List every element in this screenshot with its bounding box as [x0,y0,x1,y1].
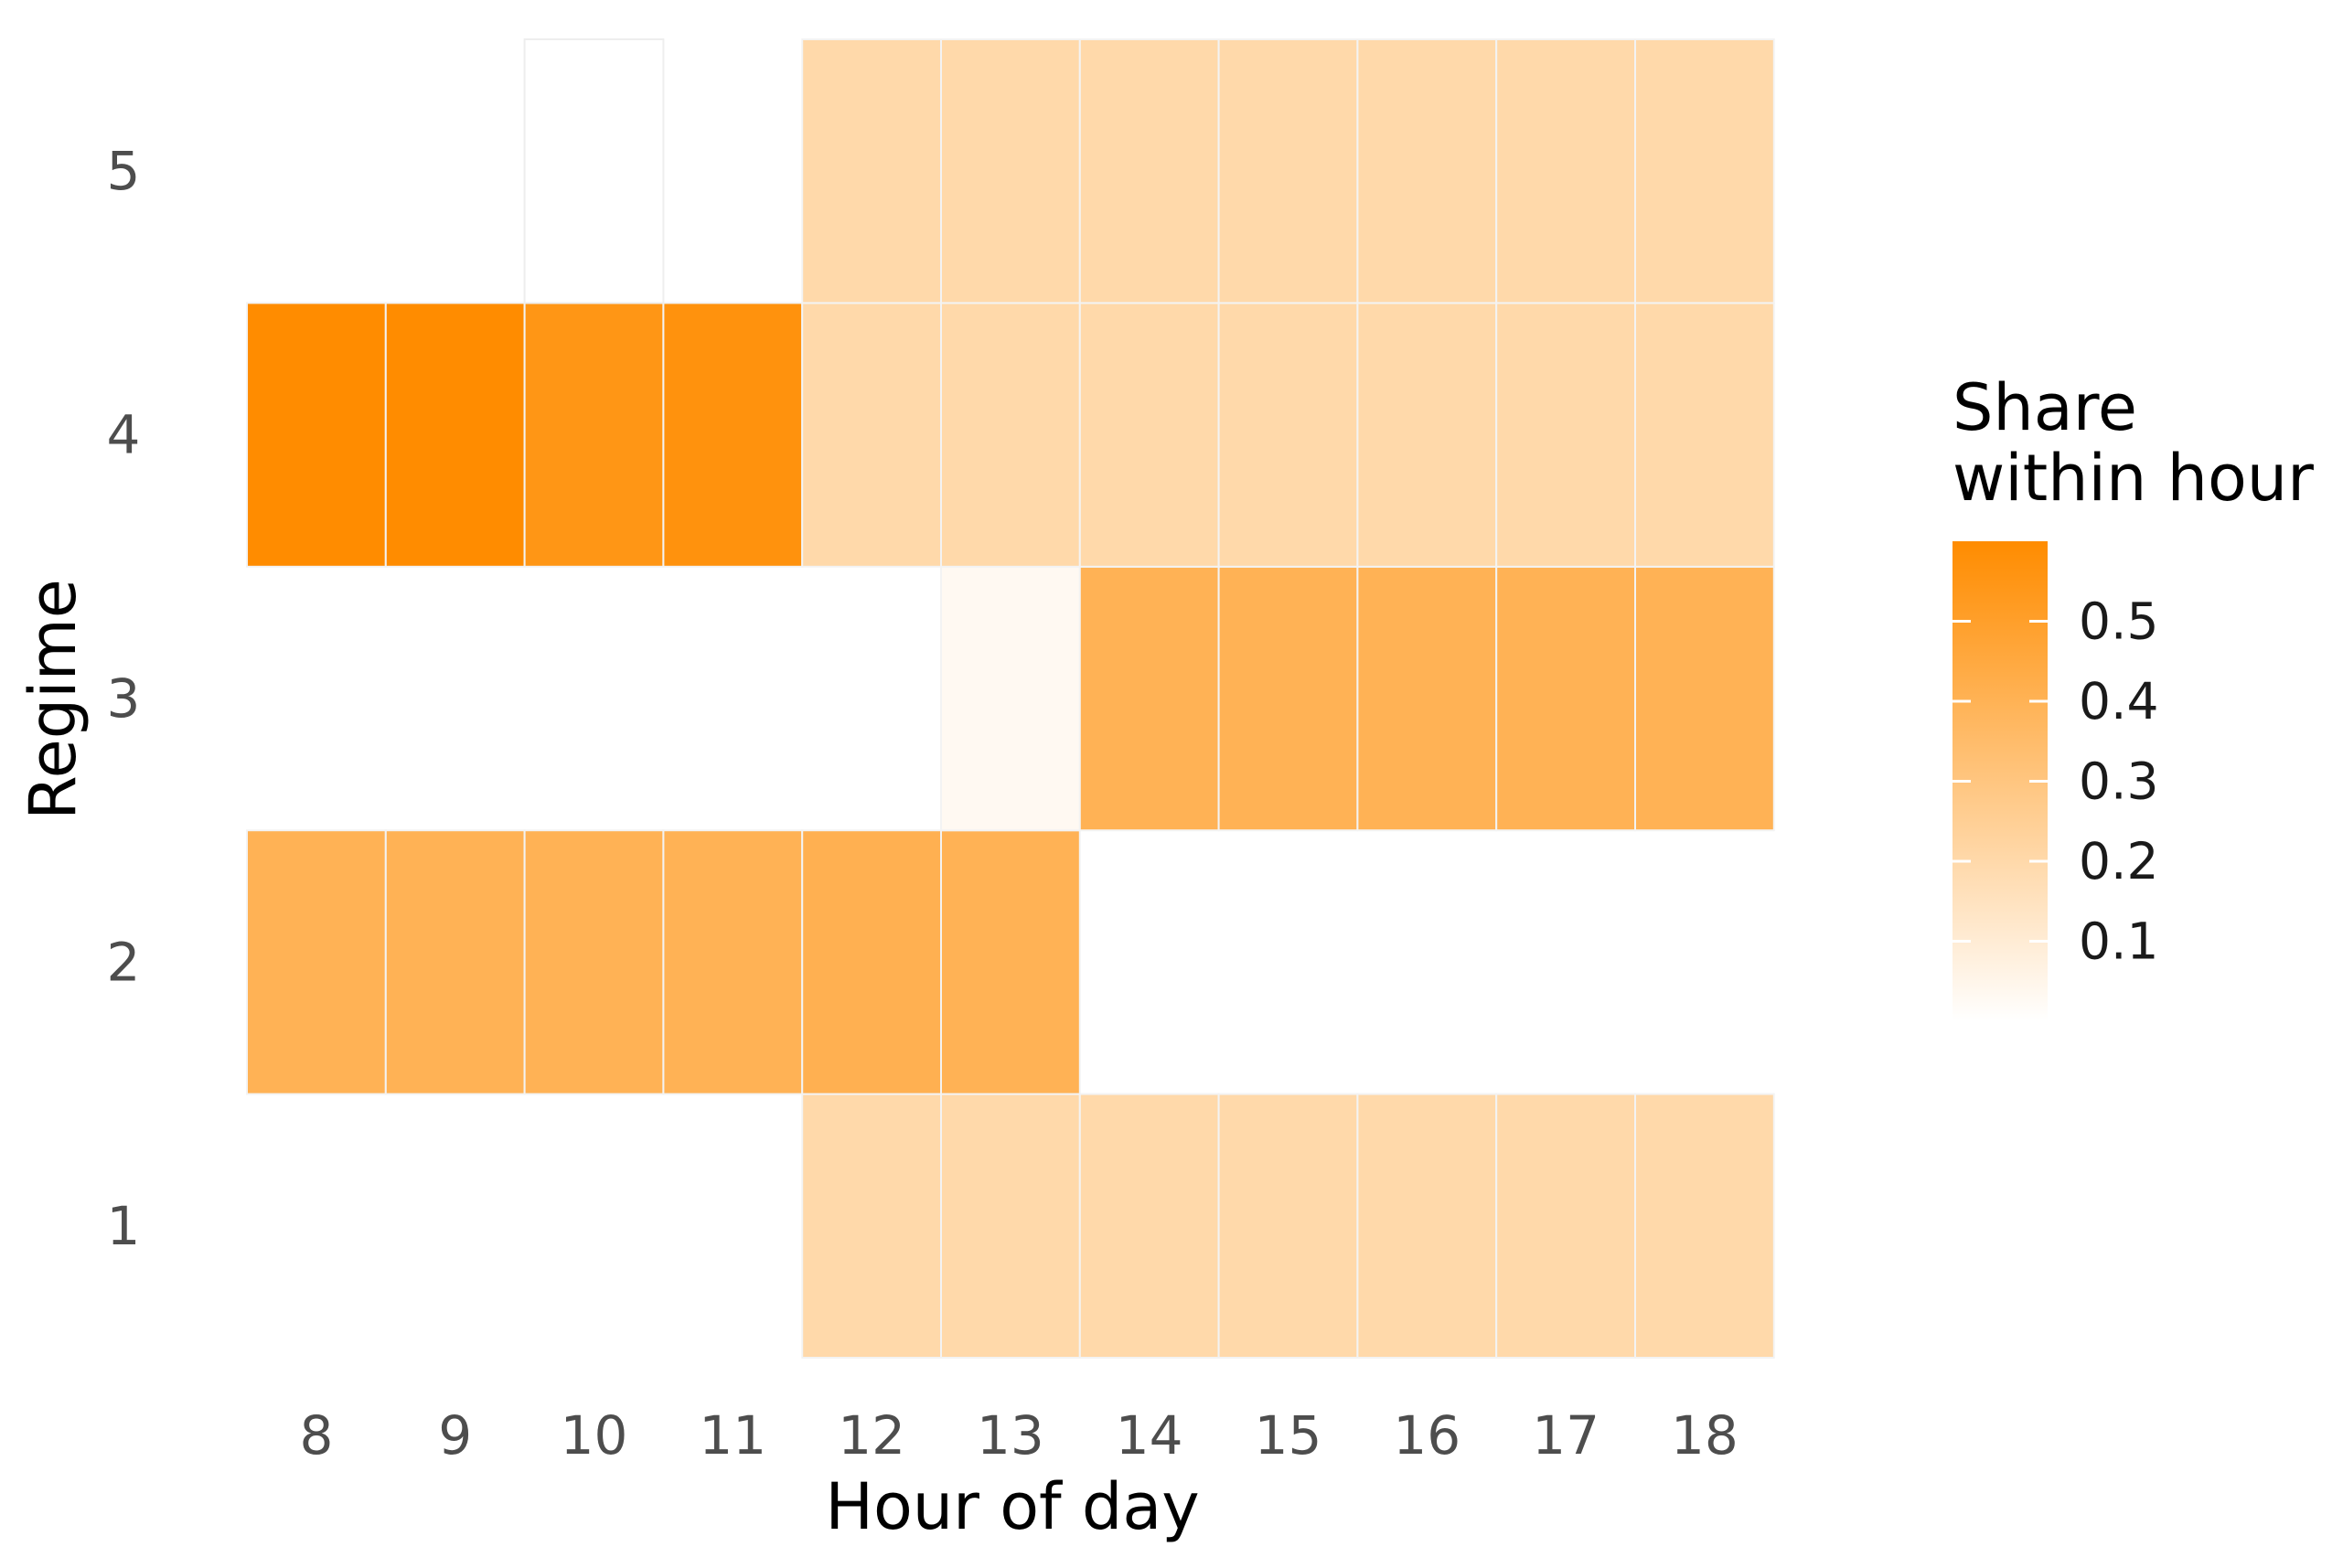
heatmap-cell-regime-5-hour-17 [1495,38,1636,304]
heatmap-cell-regime-5-hour-18 [1634,38,1775,304]
heatmap-cells [246,38,1775,1359]
heatmap-cell-regime-4-hour-16 [1356,302,1498,568]
y-tick-label: 4 [107,404,141,466]
heatmap-cell-regime-1-hour-15 [1217,1093,1359,1359]
heatmap-cell-regime-2-hour-10 [523,829,665,1095]
heatmap-cell-regime-4-hour-9 [384,302,526,568]
heatmap-cell-regime-4-hour-10 [523,302,665,568]
heatmap-cell-regime-5-hour-15 [1217,38,1359,304]
heatmap-cell-regime-4-hour-18 [1634,302,1775,568]
heatmap-cell-regime-5-hour-14 [1078,38,1220,304]
heatmap-cell-regime-4-hour-12 [801,302,943,568]
legend-title-line-1: Share [1952,370,2137,445]
x-tick-label: 11 [699,1404,766,1467]
color-legend: Share within hour 0.1 0.2 0.3 0.4 0.5 [1952,370,2314,1021]
x-tick-label: 8 [299,1404,333,1467]
heatmap-cell-regime-1-hour-18 [1634,1093,1775,1359]
heatmap-cell-regime-4-hour-17 [1495,302,1636,568]
heatmap-cell-regime-3-hour-15 [1217,565,1359,832]
heatmap-cell-regime-1-hour-13 [940,1093,1081,1359]
x-axis-tick-labels: 8 9 10 11 12 13 14 15 16 17 18 [299,1404,1738,1467]
x-tick-label: 10 [561,1404,628,1467]
y-tick-label: 1 [107,1195,141,1257]
x-tick-label: 16 [1393,1404,1460,1467]
legend-tick-label: 0.3 [2079,752,2158,811]
legend-tick-label: 0.1 [2079,912,2158,971]
y-tick-label: 2 [107,931,141,993]
x-tick-label: 13 [977,1404,1044,1467]
x-tick-label: 12 [838,1404,905,1467]
heatmap-cell-regime-3-hour-16 [1356,565,1498,832]
y-axis-title: Regime [16,579,91,820]
heatmap-cell-regime-3-hour-17 [1495,565,1636,832]
legend-tick-label: 0.2 [2079,832,2158,891]
y-axis-tick-labels: 1 2 3 4 5 [107,140,141,1257]
heatmap-cell-regime-3-hour-14 [1078,565,1220,832]
x-tick-label: 14 [1116,1404,1183,1467]
heatmap-cell-regime-4-hour-13 [940,302,1081,568]
heatmap-cell-regime-2-hour-11 [662,829,804,1095]
y-tick-label: 3 [107,667,141,730]
heatmap-cell-regime-5-hour-16 [1356,38,1498,304]
heatmap-cell-regime-2-hour-8 [246,829,387,1095]
heatmap-cell-regime-3-hour-18 [1634,565,1775,832]
heatmap-cell-regime-1-hour-17 [1495,1093,1636,1359]
x-tick-label: 9 [438,1404,472,1467]
x-tick-label: 15 [1255,1404,1322,1467]
heatmap-cell-regime-2-hour-13 [940,829,1081,1095]
x-tick-label: 18 [1671,1404,1739,1467]
legend-tick-label: 0.4 [2079,672,2158,731]
x-tick-label: 17 [1532,1404,1599,1467]
heatmap-cell-regime-1-hour-14 [1078,1093,1220,1359]
heatmap-cell-regime-4-hour-11 [662,302,804,568]
heatmap-cell-regime-5-hour-12 [801,38,943,304]
heatmap-cell-regime-4-hour-14 [1078,302,1220,568]
heatmap-cell-regime-4-hour-8 [246,302,387,568]
heatmap-cell-regime-2-hour-12 [801,829,943,1095]
heatmap-cell-regime-1-hour-12 [801,1093,943,1359]
heatmap-cell-regime-3-hour-13 [940,565,1081,832]
legend-tick-label: 0.5 [2079,592,2158,651]
legend-ticks: 0.1 0.2 0.3 0.4 0.5 [1952,592,2158,971]
x-axis-title: Hour of day [825,1469,1199,1544]
legend-title-line-2: within hour [1952,441,2314,516]
heatmap-cell-regime-5-hour-13 [940,38,1081,304]
heatmap-cell-regime-1-hour-16 [1356,1093,1498,1359]
y-tick-label: 5 [107,140,141,202]
heatmap-cell-regime-4-hour-15 [1217,302,1359,568]
heatmap-cell-regime-2-hour-9 [384,829,526,1095]
heatmap-cell-regime-5-hour-10 [523,38,665,304]
